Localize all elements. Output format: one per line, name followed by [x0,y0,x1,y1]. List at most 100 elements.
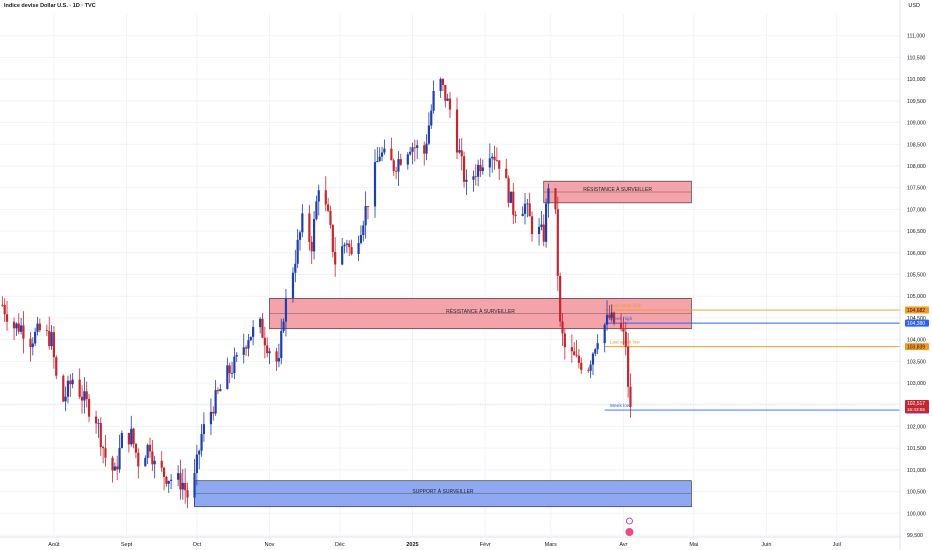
candle-body [34,331,37,344]
candle-body [587,369,590,371]
y-tick-label: 103,000 [907,381,926,387]
x-tick-label: 2025 [406,542,418,548]
candle-body [22,325,25,339]
candle-body [523,203,527,214]
candle-body [455,109,459,153]
y-tick-label: 111,000 [907,34,925,40]
candle-body [376,160,379,163]
candle-body [580,362,583,370]
candle-body [350,247,353,254]
y-tick-label: 100,500 [907,490,926,496]
candle-body [80,396,84,401]
candle-body [575,355,578,356]
y-tick-label: 109,000 [907,121,926,127]
candle-body [612,312,616,324]
candle-body [104,448,107,458]
y-tick-label: 104,000 [907,338,926,344]
candle-body [312,219,316,252]
currency-label[interactable]: USD [908,3,920,9]
candle-body [430,110,433,126]
candle-body [392,160,395,171]
candle-body [530,216,534,234]
candle-body [167,480,170,484]
candle-body [364,206,367,226]
time-axis: Août Sept Oct Nov Déc 2025 Févr Mars Avr Mai Juin J… [0,536,900,548]
candle-body [69,380,72,385]
candle-body [537,226,541,234]
candle-body [202,424,206,435]
candle-body [301,213,304,233]
price-tag-text: 104,682 [907,308,925,314]
price-tag [905,319,929,327]
candle-body [622,328,625,332]
candle-body [343,244,346,247]
candle-body [219,389,222,392]
candle-body [132,428,135,444]
candle-body [448,98,452,110]
zones-layer: RÉSISTANCE À SURVEILLER RÉSISTANCE À SURV… [194,180,692,508]
candle-body [165,476,168,484]
candle-body [627,346,630,387]
candle-body [563,333,566,348]
candle-body [491,156,494,159]
candle-body [55,357,58,376]
candle-body [113,466,116,471]
x-tick-label: Févr [480,542,491,548]
candle-body [52,332,56,358]
candle-body [259,318,262,328]
candle-body [629,386,632,407]
y-tick-label: 105,500 [907,273,926,279]
candle-body [441,79,445,85]
candle-body [315,201,318,220]
candle-body [394,170,398,172]
candle-body [280,330,283,359]
candle-body [111,457,114,471]
candle-body [169,479,173,481]
chart-title: Indice devise Dollar U.S. · 1D · TVC [4,3,96,9]
candle-body [62,375,65,402]
candle-body [177,473,180,480]
candle-body [528,203,531,217]
candle-body [432,91,435,111]
candle-body [458,150,461,153]
candle-body [212,411,215,414]
candle-body [507,178,510,203]
x-tick-label: Nov [265,542,275,548]
candle-body [619,323,623,329]
y-tick-label: 107,500 [907,186,926,192]
y-tick-label: 105,000 [907,294,926,300]
candle-body [137,452,140,467]
candle-body [78,379,81,397]
event-marker-icon [626,517,633,525]
candle-body [85,391,88,400]
x-tick-label: Août [48,542,60,548]
candle-body [514,214,517,216]
price-tag-text: 103,839 [907,344,925,350]
candle-body [444,84,447,101]
candle-body [233,356,236,374]
candle-body [366,206,370,207]
candle-body [66,380,70,397]
candle-body [94,416,98,424]
candle-body [249,336,252,341]
candle-body [359,234,363,244]
candle-body [214,390,217,414]
candle-body [31,343,34,348]
y-tick-label: 99,500 [907,533,923,539]
candle-body [577,355,581,363]
candle-body [427,125,431,144]
candle-body [331,224,334,253]
candle-body [216,390,220,392]
candle-body [378,156,381,161]
price-tag [905,306,929,314]
candle-body [605,314,609,325]
candle-body [153,460,156,465]
candle-body [409,151,412,155]
y-tick-label: 104,500 [907,316,926,322]
candle-body [184,482,187,491]
candle-body [116,466,119,470]
candle-body [268,351,271,354]
candle-body [521,213,524,216]
candle-body [348,243,351,248]
